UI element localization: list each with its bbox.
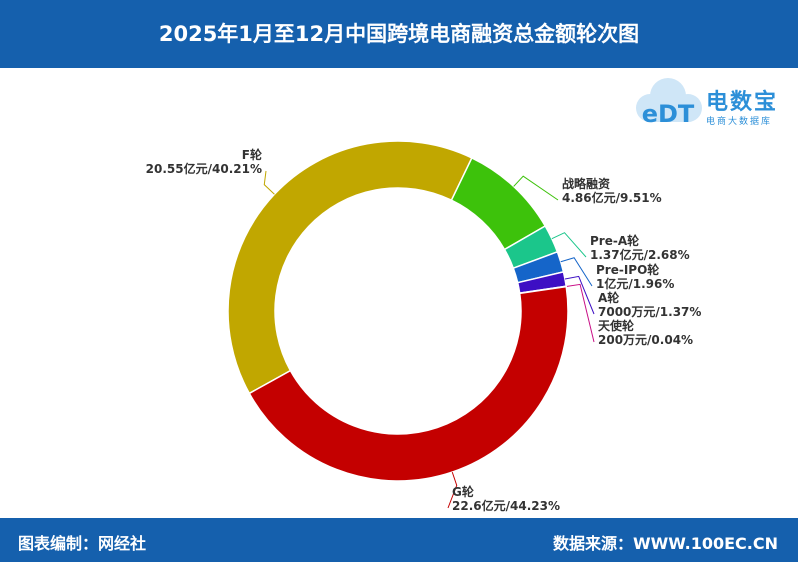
logo-name: 电数宝 bbox=[706, 90, 779, 115]
logo-subtitle: 电商大数据库 bbox=[706, 117, 773, 127]
slice-label-name: Pre-A轮 bbox=[590, 233, 640, 248]
leader-line-4 bbox=[564, 275, 595, 315]
leader-line-5 bbox=[566, 283, 595, 343]
slice-label-value: 20.55亿元/40.21% bbox=[146, 161, 262, 176]
leader-line-6 bbox=[447, 471, 458, 509]
slice-label-name: 天使轮 bbox=[598, 318, 635, 333]
footer-source: 数据来源：WWW.100EC.CN bbox=[552, 534, 778, 553]
leader-line-1 bbox=[513, 175, 559, 201]
slice-label-name: G轮 bbox=[452, 484, 475, 499]
slice-label-value: 1.37亿元/2.68% bbox=[590, 247, 690, 262]
slice-label-name: 战略融资 bbox=[562, 176, 610, 191]
leader-line-0 bbox=[263, 170, 275, 195]
slice-label-value: 4.86亿元/9.51% bbox=[562, 190, 662, 205]
header-bar: 2025年1月至12月中国跨境电商融资总金额轮次图 bbox=[0, 0, 798, 68]
slice-label-name: Pre-IPO轮 bbox=[596, 262, 660, 277]
leader-line-2 bbox=[551, 232, 587, 258]
slice-6 bbox=[248, 285, 569, 482]
chart-title: 2025年1月至12月中国跨境电商融资总金额轮次图 bbox=[158, 22, 640, 46]
slice-label-value: 22.6亿元/44.23% bbox=[452, 498, 560, 513]
slice-label-name: A轮 bbox=[598, 290, 620, 305]
slice-label-value: 1亿元/1.96% bbox=[596, 276, 674, 291]
footer-credit: 图表编制：网经社 bbox=[18, 534, 147, 553]
leader-line-3 bbox=[560, 257, 593, 287]
slice-label-name: F轮 bbox=[242, 147, 263, 162]
footer-bar: 图表编制：网经社 数据来源：WWW.100EC.CN bbox=[0, 518, 798, 562]
logo-mark: eDT bbox=[642, 100, 695, 128]
cloud-logo-icon: eDT bbox=[636, 78, 702, 128]
slice-0 bbox=[227, 140, 473, 395]
slice-label-value: 200万元/0.04% bbox=[598, 333, 693, 347]
slice-label-value: 7000万元/1.37% bbox=[598, 305, 701, 319]
